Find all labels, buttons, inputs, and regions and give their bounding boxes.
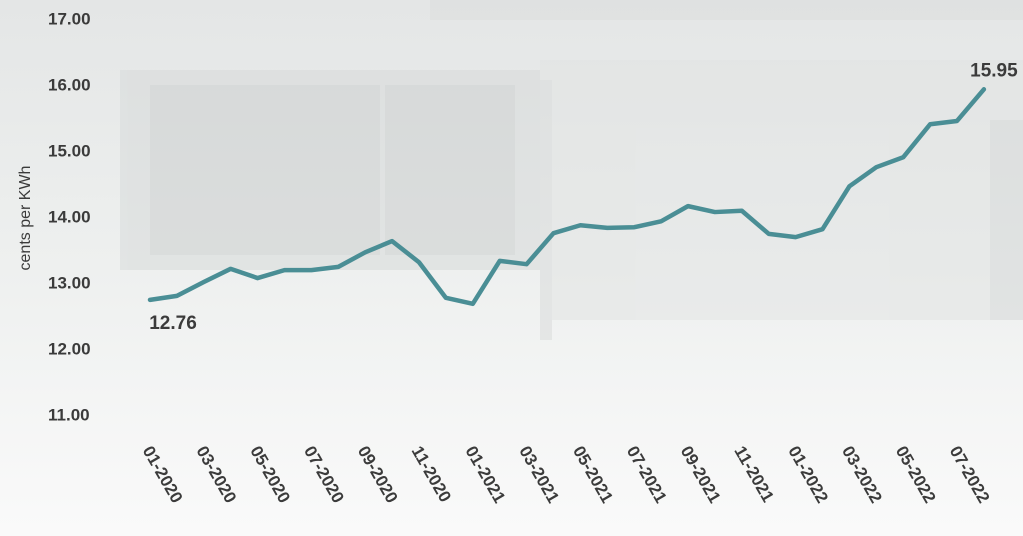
y-tick-label: 15.00 xyxy=(48,141,91,160)
y-tick-label: 13.00 xyxy=(48,273,91,292)
chart: cents per KWh 11.00 12.00 13.00 14.00 15.00 1… xyxy=(0,0,1023,536)
y-tick-label: 12.00 xyxy=(48,339,91,358)
y-tick-label: 16.00 xyxy=(48,75,91,94)
y-tick-label: 11.00 xyxy=(48,405,90,424)
data-label: 15.95 xyxy=(970,60,1018,81)
y-tick-label: 14.00 xyxy=(48,207,91,226)
page: {"chart_data": {"type": "line", "y_label… xyxy=(0,0,1023,536)
data-label: 12.76 xyxy=(149,313,197,334)
y-tick-label: 17.00 xyxy=(48,9,91,28)
y-axis-label: cents per KWh xyxy=(17,166,34,271)
